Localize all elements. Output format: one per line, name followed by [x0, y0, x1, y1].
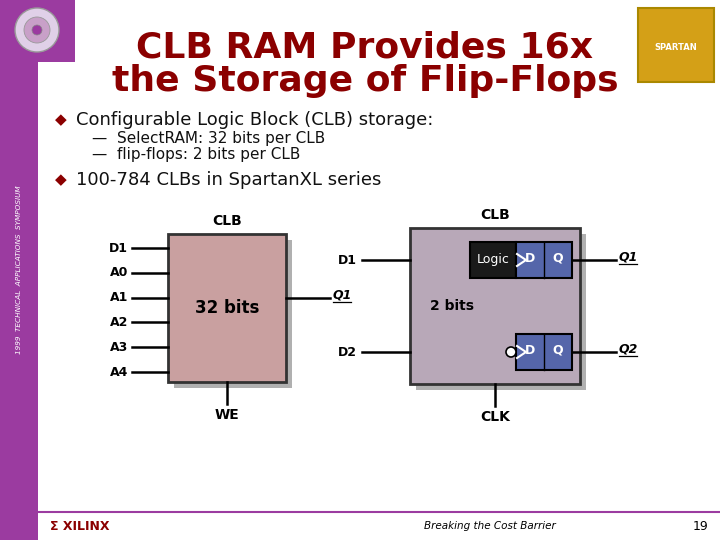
Text: —  flip-flops: 2 bits per CLB: — flip-flops: 2 bits per CLB [92, 147, 300, 163]
Text: SPARTAN: SPARTAN [654, 43, 698, 51]
Bar [410, 228, 580, 384]
Text: Q1: Q1 [619, 251, 639, 264]
Text: the Storage of Flip-Flops: the Storage of Flip-Flops [112, 64, 618, 98]
Text: Σ XILINX: Σ XILINX [50, 519, 109, 532]
Text: 1999  TECHNICAL  APPLICATIONS  SYMPOSIUM: 1999 TECHNICAL APPLICATIONS SYMPOSIUM [16, 186, 22, 354]
Text: A4: A4 [109, 366, 128, 379]
Text: Q: Q [553, 343, 563, 356]
Bar [174, 240, 292, 388]
Text: Q: Q [553, 252, 563, 265]
Circle shape [506, 347, 516, 357]
Text: Logic: Logic [477, 253, 510, 267]
Text: Configurable Logic Block (CLB) storage:: Configurable Logic Block (CLB) storage: [76, 111, 433, 129]
Circle shape [24, 17, 50, 43]
Text: 32 bits: 32 bits [195, 299, 259, 317]
Bar [0, 0, 75, 62]
Text: A0: A0 [109, 266, 128, 279]
Text: —  SelectRAM: 32 bits per CLB: — SelectRAM: 32 bits per CLB [92, 131, 325, 145]
Text: Q2: Q2 [619, 342, 639, 355]
Text: D: D [525, 343, 535, 356]
Text: 100-784 CLBs in SpartanXL series: 100-784 CLBs in SpartanXL series [76, 171, 382, 189]
Bar [516, 334, 572, 370]
Text: A1: A1 [109, 291, 128, 304]
Text: 19: 19 [692, 519, 708, 532]
Bar [416, 234, 586, 390]
Text: ◆: ◆ [55, 112, 67, 127]
Text: CLB RAM Provides 16x: CLB RAM Provides 16x [137, 31, 593, 65]
Text: A2: A2 [109, 316, 128, 329]
Bar [638, 8, 714, 82]
Text: WE: WE [215, 408, 239, 422]
Text: CLB: CLB [212, 214, 242, 228]
Text: CLK: CLK [480, 410, 510, 424]
Bar [516, 242, 572, 278]
Bar [470, 242, 516, 278]
Text: D: D [525, 252, 535, 265]
Bar [168, 234, 286, 382]
Text: D2: D2 [338, 346, 357, 359]
Text: Q1: Q1 [333, 288, 352, 301]
Text: Breaking the Cost Barrier: Breaking the Cost Barrier [424, 521, 556, 531]
Text: CLB: CLB [480, 208, 510, 222]
Circle shape [15, 8, 59, 52]
Text: ◆: ◆ [55, 172, 67, 187]
Text: A3: A3 [109, 341, 128, 354]
Text: D1: D1 [338, 253, 357, 267]
Bar [0, 0, 38, 540]
Text: 2 bits: 2 bits [430, 299, 474, 313]
Text: D1: D1 [109, 241, 128, 254]
Circle shape [32, 25, 42, 35]
